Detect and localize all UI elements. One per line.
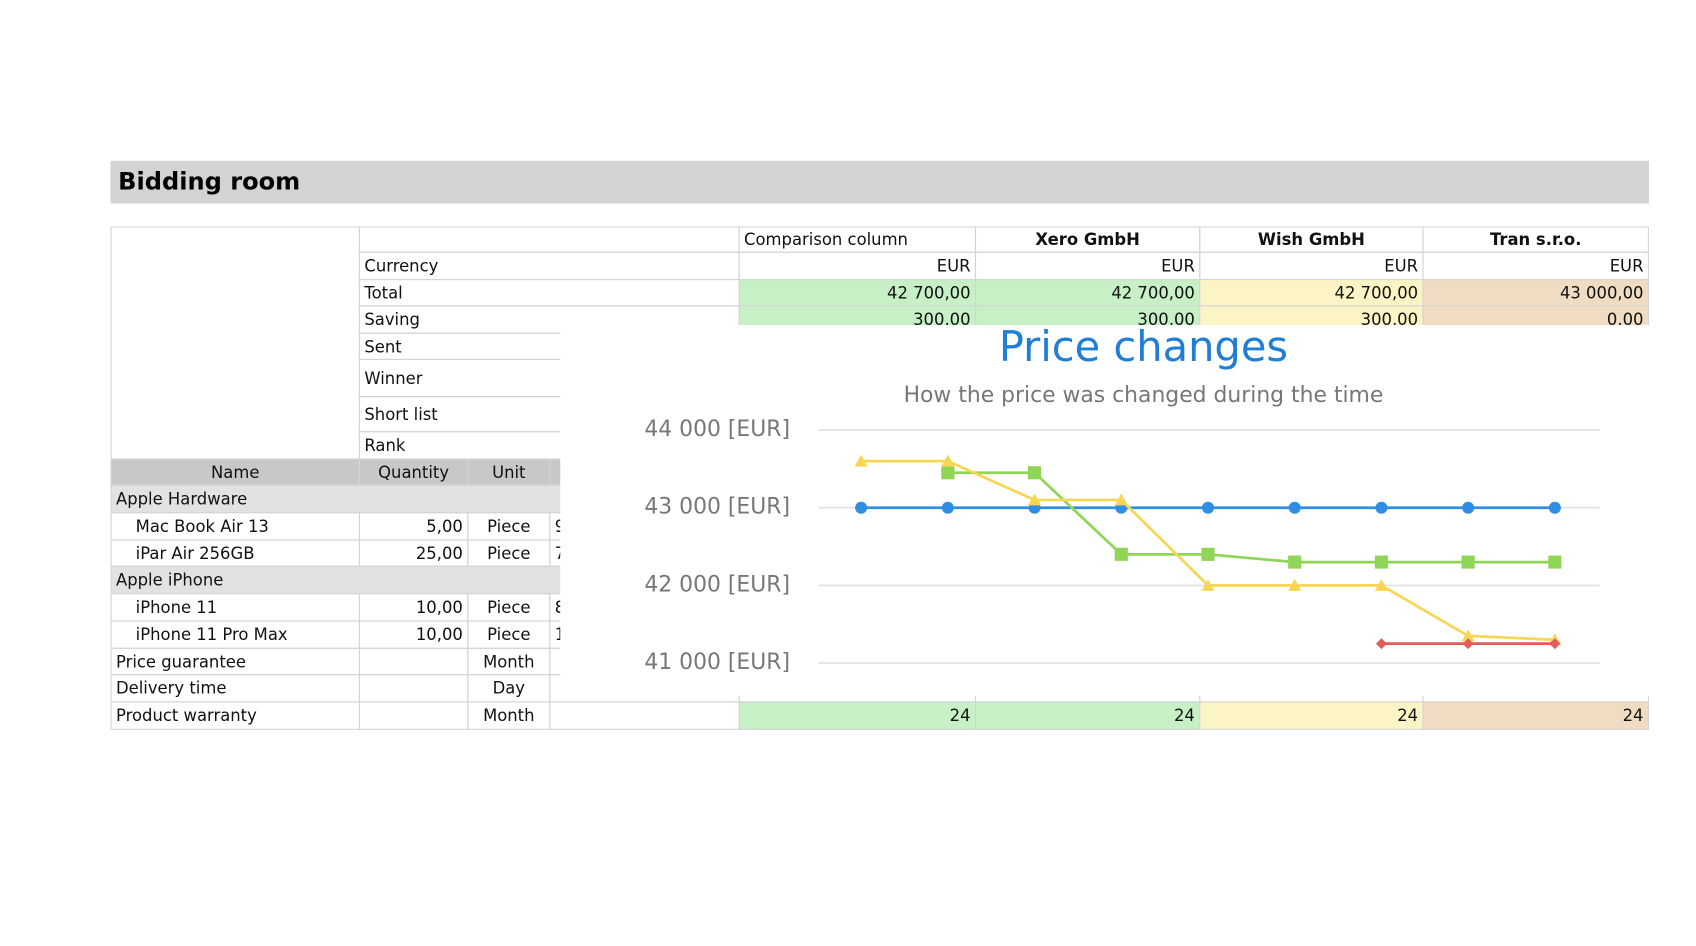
point <box>1374 555 1388 569</box>
point <box>1288 578 1302 591</box>
summary-value: 42 700,00 <box>974 279 1201 307</box>
chart-panel <box>560 324 1661 696</box>
point <box>1461 555 1475 569</box>
point <box>941 454 955 467</box>
point <box>1201 501 1215 514</box>
point <box>1461 629 1475 642</box>
point <box>1548 501 1561 514</box>
page-title: Bidding room <box>110 160 1649 204</box>
y-tick-label: 43 000 [EUR] <box>644 495 790 520</box>
supplier-value: 24 <box>974 701 1201 730</box>
y-tick-label: 44 000 [EUR] <box>644 417 790 442</box>
point <box>855 501 868 514</box>
point <box>1374 578 1388 591</box>
chart-title: Price changes <box>999 322 1288 371</box>
point <box>1548 555 1562 569</box>
series-line <box>947 471 1555 564</box>
point <box>1201 578 1215 591</box>
point <box>1288 555 1302 569</box>
point <box>1375 501 1388 514</box>
point <box>1028 466 1042 480</box>
point <box>1114 493 1128 506</box>
supplier-value: 24 <box>738 701 977 730</box>
y-tick-label: 42 000 [EUR] <box>644 572 790 597</box>
summary-value: 42 700,00 <box>1199 279 1424 307</box>
chart-subtitle: How the price was changed during the tim… <box>904 383 1384 408</box>
point <box>1028 493 1042 506</box>
point <box>1114 547 1128 561</box>
y-tick-label: 41 000 [EUR] <box>644 650 790 675</box>
point <box>1288 501 1301 514</box>
point <box>1462 501 1475 514</box>
point <box>1201 547 1215 561</box>
supplier-value: 24 <box>1422 701 1649 730</box>
point <box>854 454 868 467</box>
point <box>941 501 954 514</box>
point <box>941 466 955 480</box>
summary-value: 42 700,00 <box>738 279 977 307</box>
